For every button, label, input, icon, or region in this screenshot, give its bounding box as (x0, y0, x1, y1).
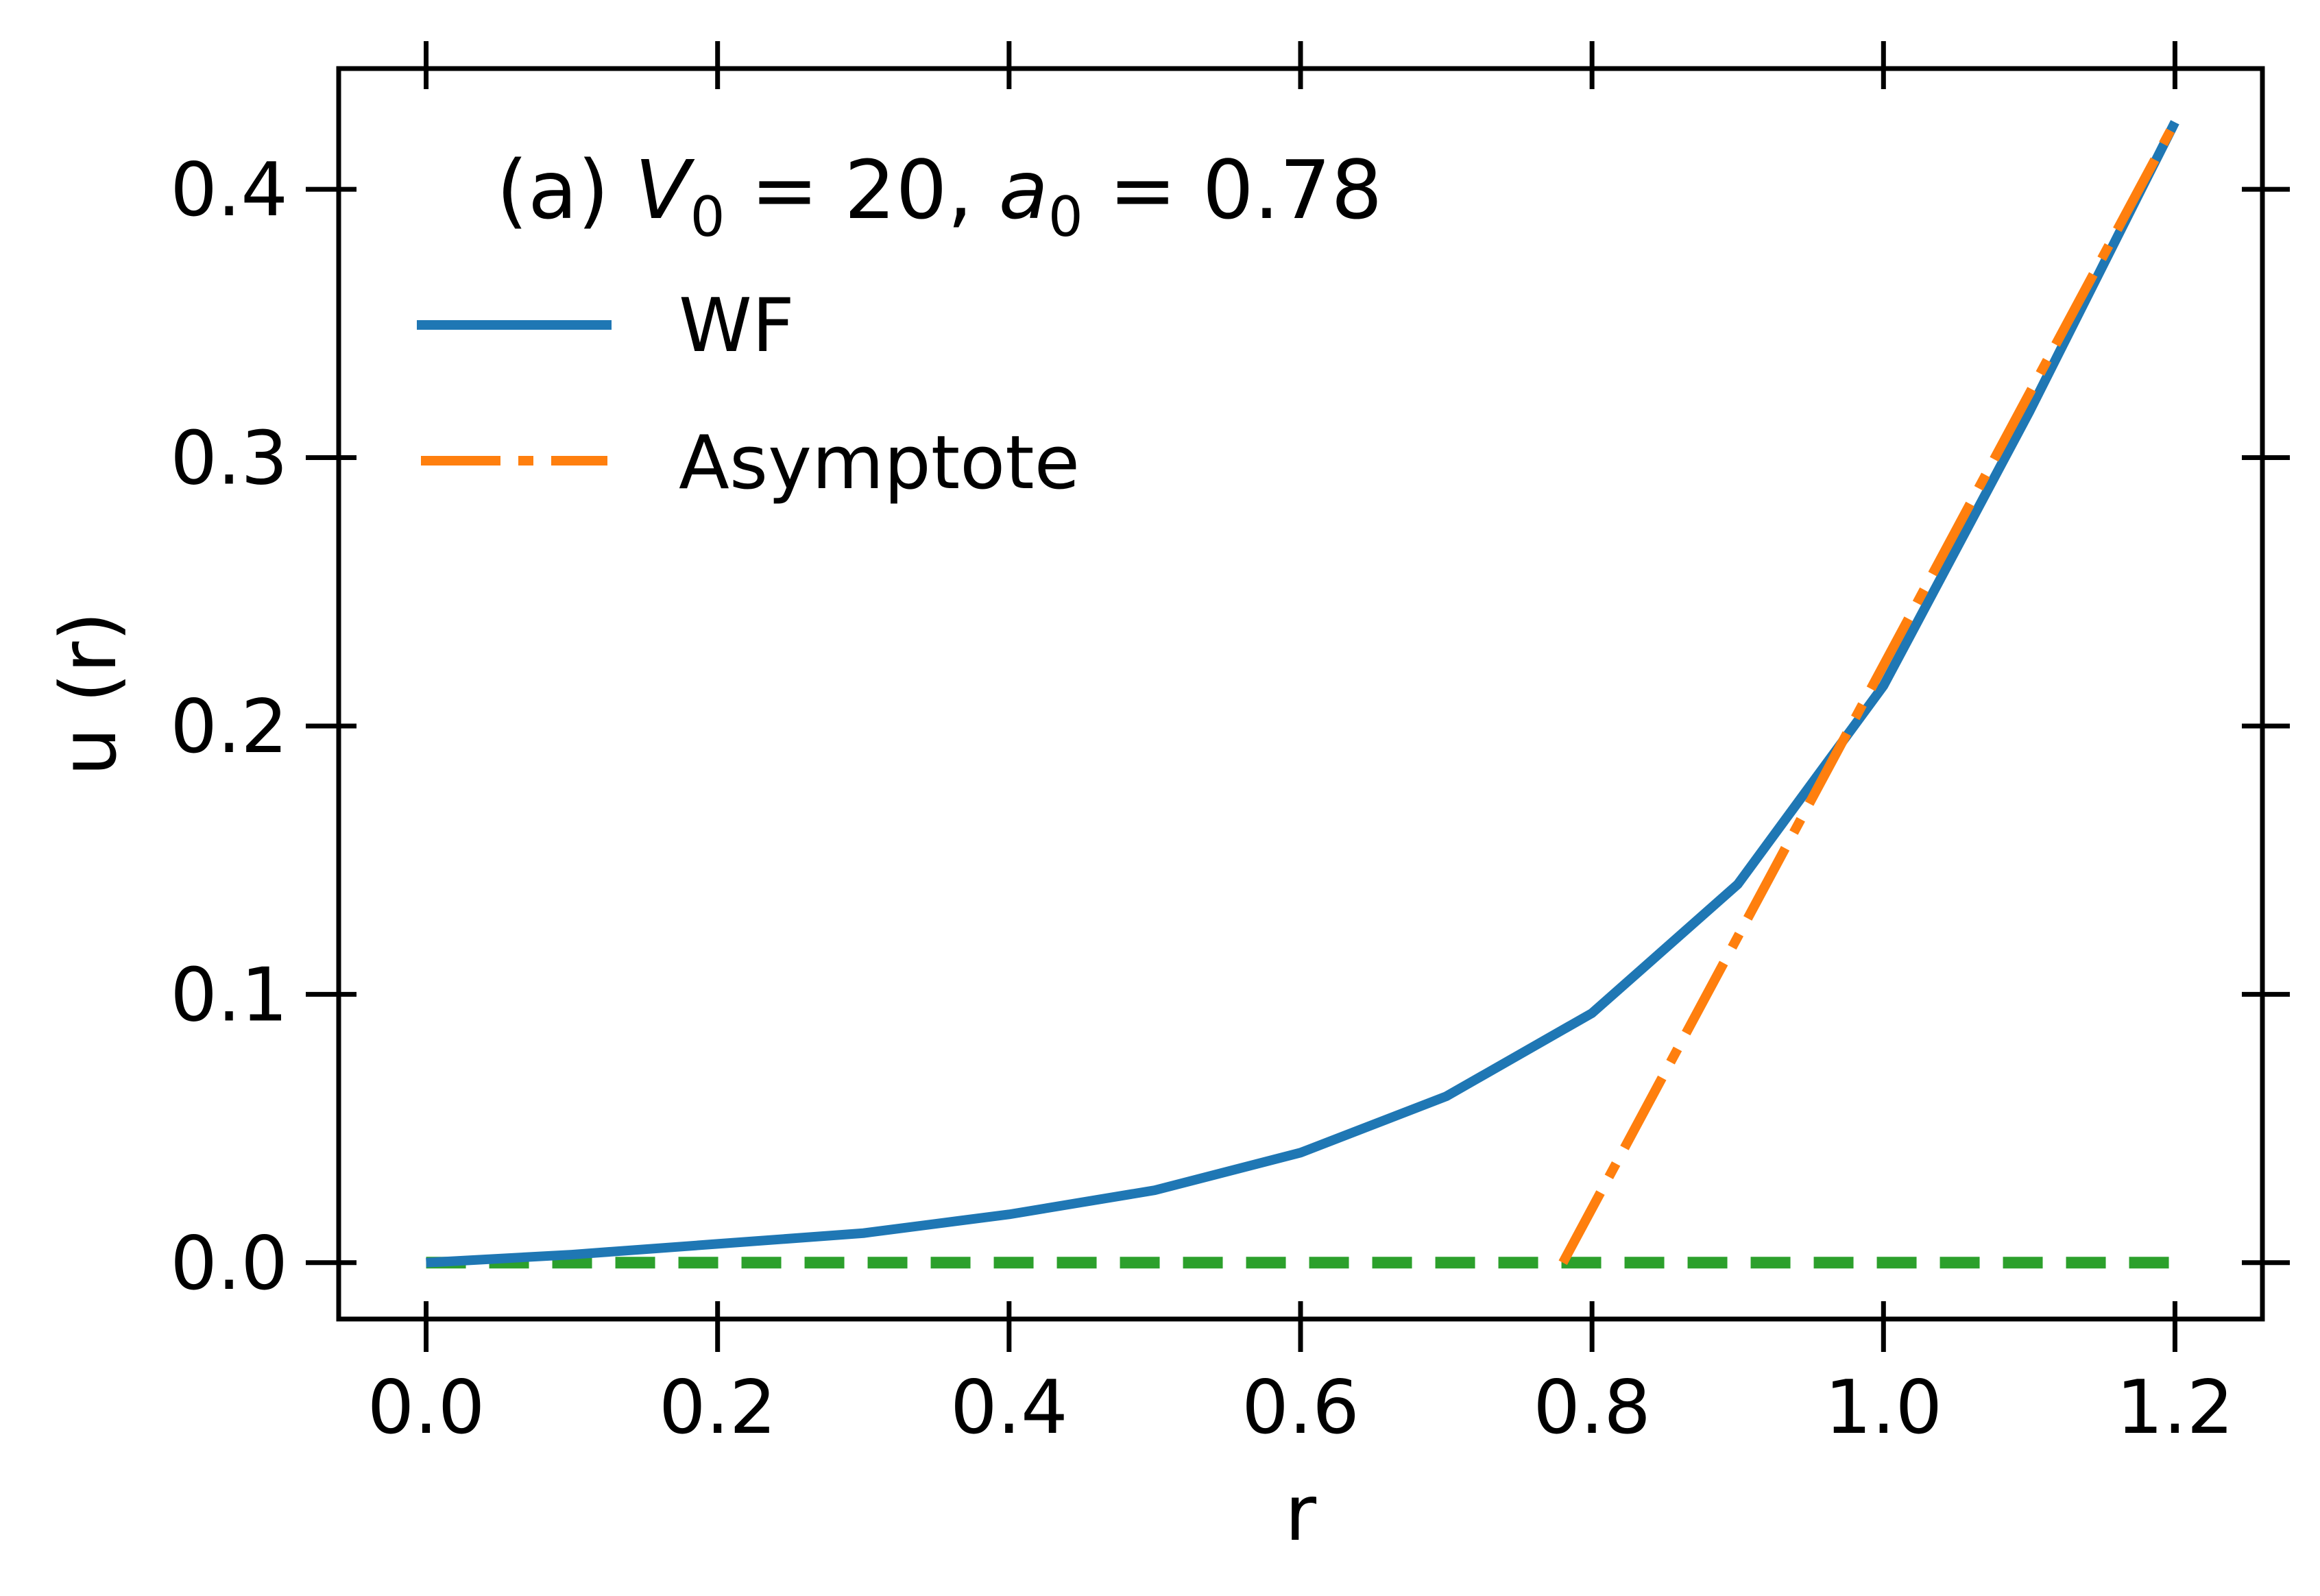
ticks (306, 41, 2290, 1352)
y-tick-label: 0.0 (170, 1221, 288, 1307)
series-line-asymptote (1558, 119, 2179, 1266)
annotation-parameters: (a) V0 = 20, a0 = 0.78 (496, 143, 1382, 249)
y-tick-label: 0.3 (170, 416, 288, 502)
legend-label-asymptote: Asymptote (679, 420, 1080, 506)
y-axis-title: u (r) (45, 612, 134, 776)
tick-labels: 0.0 0.2 0.4 0.6 0.8 1.0 1.2 0.0 0.1 0.2 0.3 0.4 (170, 147, 2234, 1451)
x-tick-label: 0.4 (950, 1365, 1068, 1451)
x-tick-label: 0.8 (1533, 1365, 1651, 1451)
x-tick-label: 1.0 (1824, 1365, 1942, 1451)
x-tick-label: 0.0 (367, 1365, 485, 1451)
plot-frame (336, 66, 2265, 1322)
series-group (426, 119, 2179, 1269)
legend-label-wf: WF (679, 283, 795, 369)
series-line-wf (426, 120, 2179, 1268)
y-tick-label: 0.4 (170, 147, 288, 233)
x-tick-label: 1.2 (2116, 1365, 2234, 1451)
y-tick-label: 0.2 (170, 684, 288, 770)
x-axis-title: r (1285, 1469, 1317, 1558)
legend: WF Asymptote (417, 283, 1080, 506)
x-tick-label: 0.6 (1242, 1365, 1360, 1451)
x-tick-label: 0.2 (659, 1365, 777, 1451)
y-tick-label: 0.1 (170, 952, 288, 1038)
